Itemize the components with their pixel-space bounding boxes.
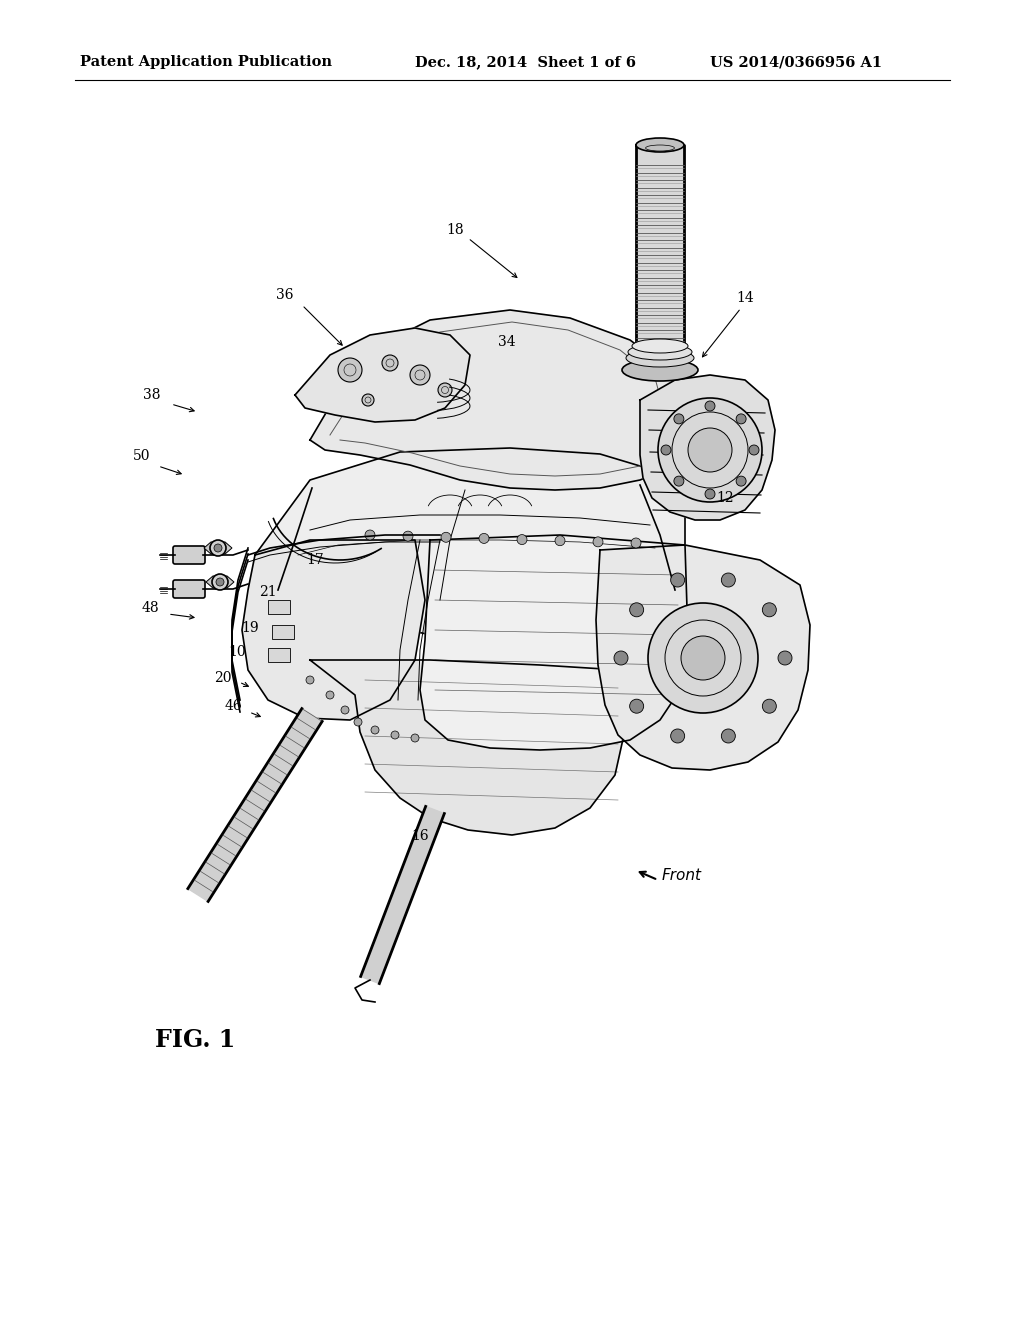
Text: 36: 36 [276, 288, 294, 302]
Circle shape [371, 726, 379, 734]
Circle shape [705, 401, 715, 411]
Circle shape [438, 383, 452, 397]
Circle shape [614, 651, 628, 665]
Circle shape [403, 531, 413, 541]
Circle shape [631, 539, 641, 548]
Text: Dec. 18, 2014  Sheet 1 of 6: Dec. 18, 2014 Sheet 1 of 6 [415, 55, 636, 69]
Circle shape [212, 574, 228, 590]
Polygon shape [420, 535, 688, 750]
Polygon shape [640, 375, 775, 520]
Polygon shape [596, 545, 810, 770]
Polygon shape [310, 310, 685, 490]
Text: 19: 19 [242, 620, 259, 635]
Ellipse shape [632, 339, 688, 352]
Text: 46: 46 [224, 700, 242, 713]
Circle shape [338, 358, 362, 381]
Text: 20: 20 [214, 671, 231, 685]
Text: 10: 10 [228, 645, 246, 659]
Polygon shape [242, 540, 425, 719]
Circle shape [671, 729, 685, 743]
Text: 21: 21 [259, 585, 276, 599]
Polygon shape [255, 447, 685, 642]
Circle shape [688, 428, 732, 473]
Circle shape [411, 734, 419, 742]
Ellipse shape [636, 139, 684, 152]
Circle shape [736, 414, 746, 424]
Bar [272, 624, 294, 639]
Text: 50: 50 [133, 449, 151, 463]
Circle shape [306, 676, 314, 684]
Text: 14: 14 [736, 290, 754, 305]
Circle shape [749, 445, 759, 455]
Circle shape [214, 544, 222, 552]
Circle shape [391, 731, 399, 739]
Polygon shape [310, 660, 625, 836]
Circle shape [341, 706, 349, 714]
Ellipse shape [626, 348, 694, 367]
Circle shape [555, 536, 565, 545]
Text: Patent Application Publication: Patent Application Publication [80, 55, 332, 69]
Polygon shape [360, 807, 444, 983]
Text: 38: 38 [143, 388, 161, 403]
Polygon shape [636, 145, 684, 370]
Circle shape [662, 445, 671, 455]
Text: Front: Front [662, 869, 702, 883]
Text: FIG. 1: FIG. 1 [155, 1028, 236, 1052]
Circle shape [479, 533, 489, 544]
Circle shape [630, 700, 644, 713]
Polygon shape [206, 576, 234, 589]
Circle shape [778, 651, 792, 665]
Circle shape [648, 603, 758, 713]
Circle shape [362, 393, 374, 407]
Circle shape [674, 477, 684, 486]
Polygon shape [295, 327, 470, 422]
Circle shape [441, 532, 451, 543]
Bar [268, 601, 290, 614]
Polygon shape [187, 709, 323, 902]
Circle shape [721, 573, 735, 587]
Circle shape [671, 573, 685, 587]
FancyBboxPatch shape [173, 546, 205, 564]
Text: 16: 16 [412, 829, 429, 843]
Bar [268, 648, 290, 663]
Circle shape [365, 531, 375, 540]
Circle shape [410, 366, 430, 385]
Text: 12: 12 [716, 491, 734, 506]
Circle shape [382, 355, 398, 371]
Text: 18: 18 [446, 223, 464, 238]
FancyBboxPatch shape [173, 579, 205, 598]
Text: 34: 34 [499, 335, 516, 348]
Circle shape [705, 488, 715, 499]
Text: US 2014/0366956 A1: US 2014/0366956 A1 [710, 55, 882, 69]
Circle shape [326, 690, 334, 700]
Circle shape [517, 535, 527, 545]
Polygon shape [204, 543, 232, 554]
Text: 17: 17 [306, 553, 324, 568]
Circle shape [762, 603, 776, 616]
Circle shape [762, 700, 776, 713]
Circle shape [736, 477, 746, 486]
Circle shape [674, 414, 684, 424]
Ellipse shape [628, 345, 692, 360]
Circle shape [210, 540, 226, 556]
Text: 48: 48 [141, 601, 159, 615]
Circle shape [593, 537, 603, 546]
Circle shape [658, 399, 762, 502]
Circle shape [721, 729, 735, 743]
Circle shape [354, 718, 362, 726]
Circle shape [681, 636, 725, 680]
Circle shape [216, 578, 224, 586]
Circle shape [630, 603, 644, 616]
Ellipse shape [622, 359, 698, 381]
